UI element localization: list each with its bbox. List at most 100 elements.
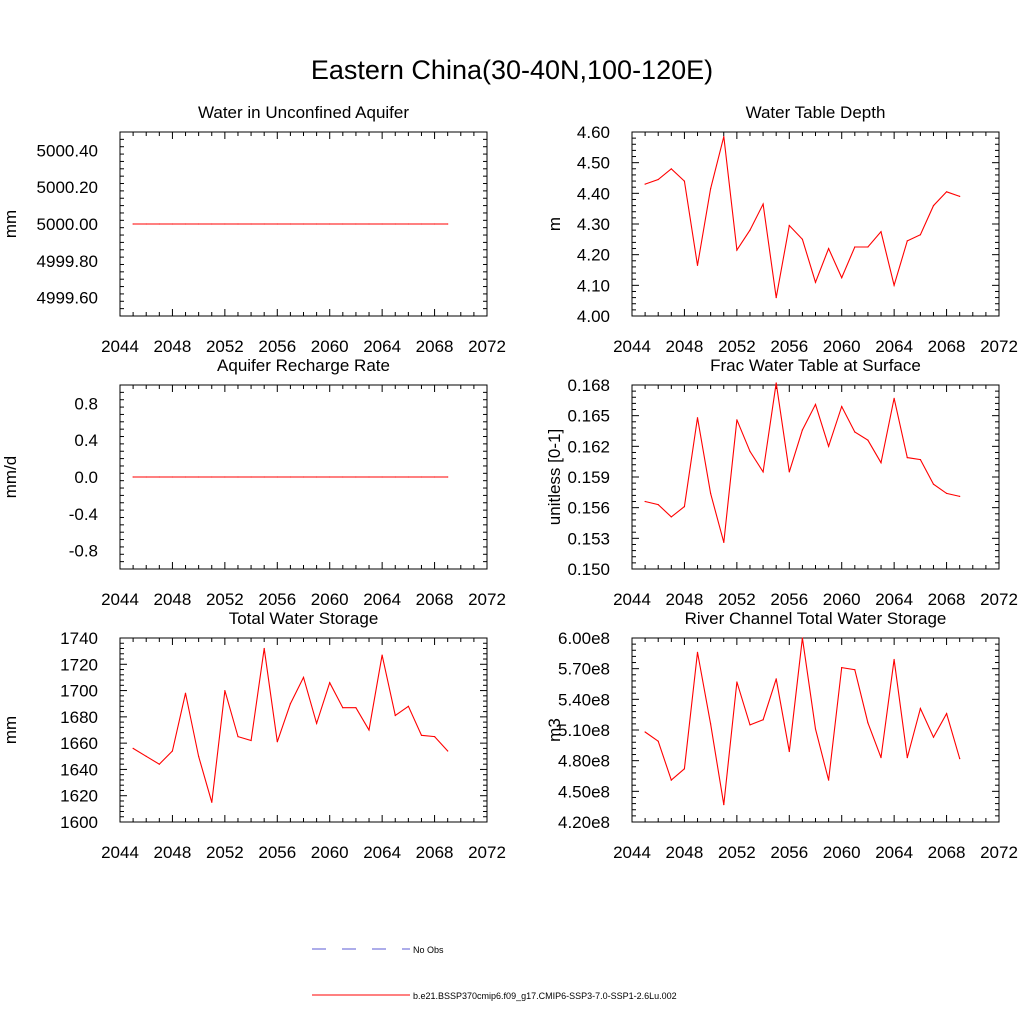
data-point (696, 264, 699, 266)
data-point (854, 669, 856, 671)
x-tick-label: 2068 (416, 590, 454, 609)
panel-title: Frac Water Table at Surface (710, 356, 921, 375)
y-tick-label: 1700 (60, 682, 98, 701)
data-point (644, 183, 646, 185)
y-tick-label: 4.50 (577, 154, 610, 173)
y-tick-label: 1640 (60, 760, 98, 779)
x-tick-label: 2072 (980, 590, 1018, 609)
y-tick-label: 5.10e8 (558, 721, 610, 740)
data-point (841, 667, 843, 669)
data-point (828, 445, 830, 447)
data-point (644, 731, 646, 733)
data-point (211, 476, 213, 478)
y-tick-label: 5.40e8 (558, 690, 610, 709)
data-point (342, 476, 344, 478)
y-tick-label: -0.4 (69, 505, 98, 524)
data-point (342, 223, 344, 225)
data-point (828, 247, 830, 250)
data-point (407, 476, 409, 478)
x-tick-label: 2068 (928, 843, 966, 862)
x-tick-label: 2052 (206, 843, 244, 862)
data-point (184, 692, 187, 694)
data-point (342, 707, 344, 709)
data-point (145, 755, 147, 757)
data-point (762, 471, 764, 473)
data-point (736, 681, 738, 683)
x-tick-label: 2044 (101, 590, 139, 609)
data-point (316, 476, 318, 478)
x-tick-label: 2068 (928, 337, 966, 356)
data-point (946, 713, 948, 715)
x-tick-label: 2060 (823, 590, 861, 609)
data-point (893, 284, 895, 286)
data-point (237, 476, 239, 478)
data-point (880, 231, 882, 233)
panel-title: Water Table Depth (746, 103, 886, 122)
x-tick-label: 2052 (206, 337, 244, 356)
y-axis-label: mm (1, 716, 20, 744)
y-tick-label: 4.00 (577, 307, 610, 326)
y-tick-label: 4.20 (577, 246, 610, 265)
data-point (198, 476, 200, 478)
y-tick-label: 4.50e8 (558, 782, 610, 801)
y-tick-label: -0.8 (69, 542, 98, 561)
x-tick-label: 2048 (154, 590, 192, 609)
y-tick-label: 0.150 (567, 560, 610, 579)
x-tick-label: 2064 (363, 590, 401, 609)
data-point (420, 476, 423, 478)
x-tick-label: 2064 (875, 337, 913, 356)
data-point (710, 723, 712, 725)
data-point (788, 750, 790, 753)
panel-5: Total Water Storage 2044 2048 2052 2056 2060 2… (1, 609, 506, 862)
y-tick-label: 0.4 (74, 431, 98, 450)
legend-entry: No Obs (312, 945, 444, 955)
data-point (224, 223, 226, 225)
data-point (854, 431, 856, 433)
data-point (329, 682, 331, 684)
y-tick-label: 4.80e8 (558, 752, 610, 771)
data-point (801, 637, 804, 639)
y-tick-label: 4.60 (577, 123, 610, 142)
data-point (302, 223, 305, 225)
data-point (723, 804, 725, 806)
data-point (893, 658, 895, 661)
x-tick-label: 2060 (311, 843, 349, 862)
data-point (959, 195, 961, 197)
main-title: Eastern China(30-40N,100-120E) (310, 55, 714, 85)
data-point (394, 714, 396, 717)
panel-title: Water in Unconfined Aquifer (198, 103, 409, 122)
data-point (683, 506, 686, 508)
data-point (184, 476, 187, 478)
data-point (801, 238, 804, 240)
x-tick-label: 2056 (258, 843, 296, 862)
y-tick-label: 0.0 (74, 468, 98, 487)
x-tick-label: 2052 (718, 337, 756, 356)
y-axis-label: mm/d (1, 456, 20, 499)
data-point (657, 504, 659, 506)
y-axis-label: m (545, 217, 564, 231)
y-tick-label: 4.20e8 (558, 813, 610, 832)
x-tick-label: 2056 (770, 590, 808, 609)
data-point (211, 801, 213, 803)
data-point (289, 223, 291, 225)
x-tick-label: 2048 (666, 337, 704, 356)
series-line (644, 637, 961, 805)
data-point (381, 223, 383, 225)
data-point (814, 281, 817, 283)
data-point (919, 707, 922, 710)
data-point (381, 476, 383, 478)
data-point (381, 654, 383, 656)
data-point (250, 223, 252, 225)
data-point (841, 405, 843, 408)
data-point (775, 297, 777, 299)
data-point (723, 541, 725, 544)
data-point (867, 722, 869, 724)
data-point (276, 741, 278, 743)
x-tick-label: 2068 (928, 590, 966, 609)
y-tick-label: 1720 (60, 655, 98, 674)
data-point (723, 136, 725, 138)
data-point (198, 223, 200, 225)
y-tick-label: 0.162 (567, 437, 610, 456)
data-point (368, 476, 370, 478)
